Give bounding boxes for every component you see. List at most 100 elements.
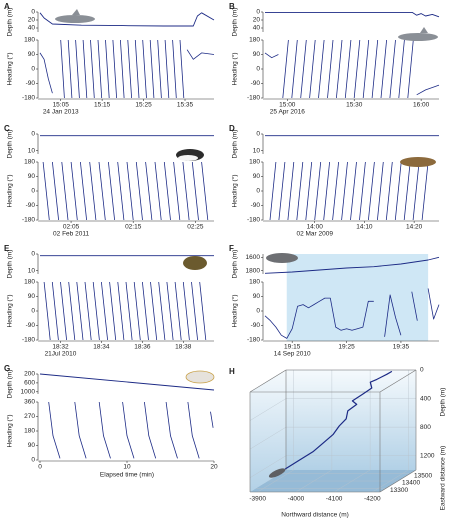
x-tick-label: 02:15 [125,224,142,231]
x-tick-label: 15:15 [94,102,111,109]
y-tick-label: -180 [22,217,35,224]
y-tick-label: -180 [247,95,260,102]
trajectory [284,370,393,470]
y-tick-label: 90 [28,442,36,449]
x-tick-label: 19:15 [284,344,301,351]
shark-fin [72,9,80,15]
depth-line [39,373,215,391]
shaded-region [286,254,429,341]
y-tick-label: 90 [253,51,261,58]
y-tick-label: -180 [247,217,260,224]
y-tick-label: 40 [28,25,36,32]
date-label: 24 Jan 2013 [43,109,79,116]
x-tick-label: 02:25 [187,224,204,231]
y-tick-label: 0 [256,9,260,16]
y-tick-label: 180 [249,159,260,166]
box-edge [379,469,417,493]
x-axis-label: Northward distance (m) [281,512,349,519]
y-tick-label: -90 [26,322,36,329]
squid-icon [185,370,215,384]
z-axis-label: Depth (m) [440,388,447,417]
y-tick-label: 0 [256,131,260,138]
x-tick-label: 15:30 [346,102,363,109]
panel-label: A [4,2,10,11]
y-axis-label: Heading (°) [231,53,239,86]
seal-icon [268,468,286,478]
heading-line [264,39,440,99]
y-tick-label: 1600 [246,254,261,261]
y-tick-label: 90 [28,173,36,180]
x-tick-label: 18:36 [134,344,151,351]
y-axis-label: Depth (m) [232,130,239,159]
x-tick-label: 20 [210,464,218,471]
y-tick-label: 600 [24,380,35,387]
x-tick-label: 14:20 [406,224,423,231]
panel-label: H [229,367,235,376]
depth-line [265,11,440,18]
date-label: 21Jul 2010 [45,351,77,358]
y-tick-label: -90 [251,202,261,209]
y-axis-label: Eastward distance (m) [440,446,447,511]
y-axis-label: Heading (°) [6,415,14,448]
y-tick-label: 90 [28,293,36,300]
y-axis-label: Heading (°) [231,175,239,208]
shark-icon [398,33,438,41]
date-label: 02 Mar 2009 [296,231,333,238]
z-grid-line [249,455,287,478]
y-axis-label: Depth (m) [7,370,14,399]
panel-label: C [4,124,10,133]
z-tick-label: 0 [420,367,424,374]
heading-line [269,161,429,221]
z-tick-label: 800 [420,424,431,431]
heading-line [39,39,215,99]
x-tick-label: 19:35 [393,344,410,351]
x-tick-label: 14:10 [356,224,373,231]
y-tick-label: -90 [26,202,36,209]
shark-fin [420,27,428,33]
panel-label: D [229,124,235,133]
y-tick-label: 180 [24,37,35,44]
y-tick-label: 20 [253,17,261,24]
x-tick-label: 19:25 [338,344,355,351]
y-tick-label: -90 [251,322,261,329]
y-axis-label: Depth (m) [7,250,14,279]
z-tick-label: 1200 [420,452,435,459]
x-tick-label: -4200 [364,496,381,503]
x-tick-label: 10 [123,464,131,471]
y-tick-label: 10 [253,147,261,154]
y-tick-label: 180 [24,279,35,286]
y-tick-label: 20 [28,17,36,24]
depth-line [264,256,440,274]
y-tick-label: 10 [28,147,36,154]
y-axis-label: Heading (°) [6,295,14,328]
y-tick-label: -180 [22,337,35,344]
date-label: 02 Feb 2011 [53,231,89,238]
y-tick-label: 180 [249,37,260,44]
y-axis-label: Depth (m) [7,130,14,159]
y-tick-label: 360 [24,399,35,406]
seal-icon [266,253,298,263]
left-wall [250,370,286,492]
x-tick-label: 16:00 [413,102,430,109]
y-tick-label: 180 [24,159,35,166]
x-tick-label: 02:05 [63,224,80,231]
y-axis-label: Heading (°) [6,175,14,208]
y-tick-label: 1800 [246,267,261,274]
y-tick-label: 40 [253,25,261,32]
x-tick-label: 0 [38,464,42,471]
shark-icon [55,15,95,23]
date-label: 14 Sep 2010 [274,351,311,358]
y-axis-label: Depth (m) [232,250,239,279]
y-tick-label: 0 [256,188,260,195]
sea-lion-icon [400,157,436,167]
y-tick-label: 0 [31,457,35,464]
x-tick-label: 15:00 [279,102,296,109]
y-tick-label: -90 [251,80,261,87]
y-tick-label: 0 [31,9,35,16]
animal-icons [55,9,438,384]
x-tick-label: 18:32 [52,344,69,351]
y-axis-label: Depth (m) [232,8,239,37]
x-tick-label: 18:34 [93,344,110,351]
x-tick-label: -3900 [249,496,266,503]
turtle-icon [183,256,207,270]
